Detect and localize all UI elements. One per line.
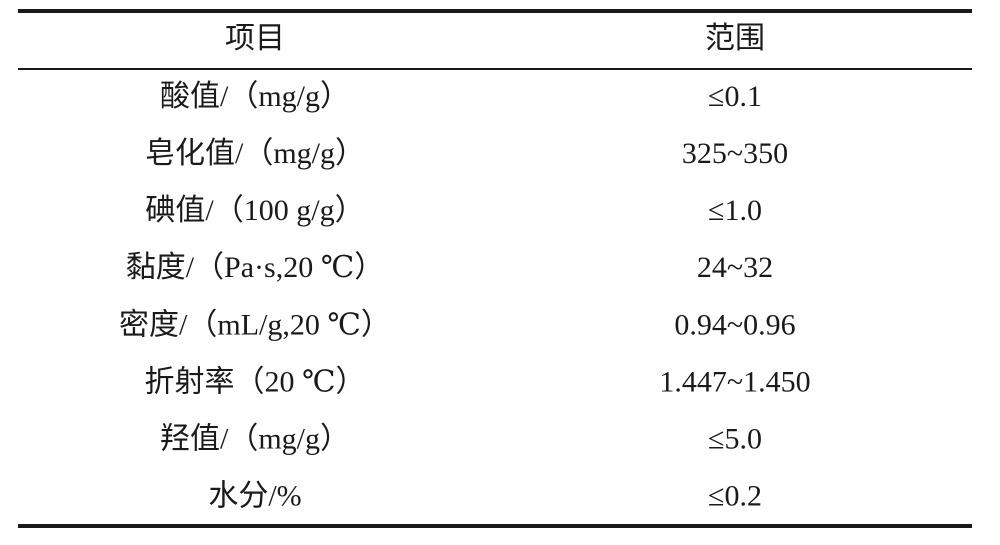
cell: ≤0.2 (708, 480, 762, 513)
cell: ≤0.1 (708, 80, 762, 113)
cell: 羟值/（mg/g） (160, 422, 350, 455)
cell: 碘值/（100 g/g） (145, 194, 364, 227)
cell: ≤5.0 (708, 422, 762, 455)
cell: 黏度/（Pa·s,20 ℃） (126, 251, 385, 284)
cell: 酸值/（mg/g） (160, 80, 350, 113)
top-rule (18, 9, 972, 13)
header-cell: 项目 (225, 22, 285, 55)
header-cell: 范围 (705, 22, 765, 55)
cell: ≤1.0 (708, 194, 762, 227)
cell: 皂化值/（mg/g） (145, 137, 365, 170)
cell: 折射率（20 ℃） (144, 365, 365, 398)
cell: 325~350 (682, 137, 788, 170)
cell: 水分/% (208, 480, 301, 513)
header-rule (18, 68, 972, 70)
cell: 24~32 (697, 251, 773, 284)
cell: 1.447~1.450 (659, 365, 810, 398)
cell: 密度/（mL/g,20 ℃） (119, 308, 391, 341)
bottom-rule (18, 524, 972, 528)
cell: 0.94~0.96 (674, 308, 795, 341)
